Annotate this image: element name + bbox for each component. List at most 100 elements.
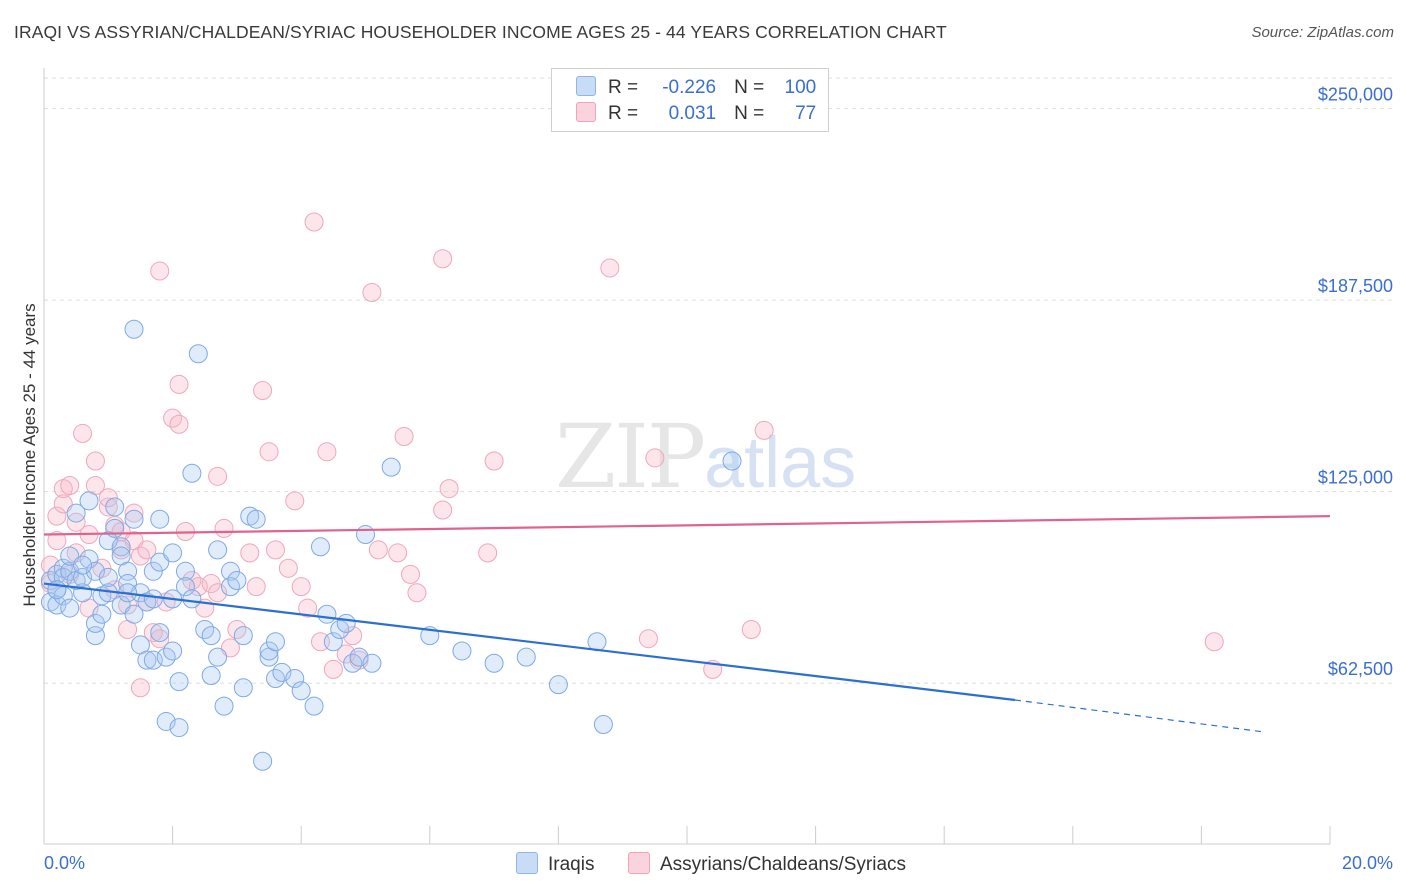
assyrians-point: [253, 381, 273, 401]
legend-label: Assyrians/Chaldeans/Syriacs: [660, 854, 907, 875]
assyrians-point: [47, 531, 67, 551]
y-tick-label: $62,500: [1328, 659, 1393, 679]
iraqis-point: [201, 665, 221, 685]
iraqis-point: [253, 751, 273, 771]
assyrians-point: [60, 476, 80, 496]
iraqis-point: [208, 540, 228, 560]
legend-item-assyrians[interactable]: Assyrians/Chaldeans/Syriacs: [628, 852, 906, 876]
assyrians-point: [150, 629, 170, 649]
iraqis-point: [233, 678, 253, 698]
assyrians-point: [265, 540, 285, 560]
iraqis-point: [124, 509, 144, 529]
assyrians-point: [298, 598, 318, 618]
legend-n-value: 77: [795, 103, 817, 124]
iraqis-point: [73, 555, 93, 575]
assyrians-point: [259, 442, 279, 462]
iraqis-point: [60, 598, 80, 618]
iraqis-point: [310, 537, 330, 557]
assyrians-point: [208, 466, 228, 486]
legend-r-label: R =: [608, 103, 639, 124]
trend-lines: [43, 515, 1331, 733]
assyrians-point: [246, 577, 266, 597]
assyrians-trend-line: [43, 515, 1331, 536]
iraqis-point: [169, 672, 189, 692]
assyrians-point: [278, 558, 298, 578]
assyrians-point: [98, 488, 118, 508]
iraqis-point: [92, 604, 112, 624]
watermark-atlas: atlas: [704, 423, 857, 503]
assyrians-point: [317, 442, 337, 462]
correlation-legend: R = -0.226 N = 100 R = 0.031 N = 77: [551, 68, 829, 132]
assyrians-point: [214, 518, 234, 538]
iraqis-point: [381, 457, 401, 477]
iraqis-point: [98, 567, 118, 587]
assyrians-point: [220, 638, 240, 658]
assyrians-point: [291, 577, 311, 597]
iraqis-point: [265, 632, 285, 652]
assyrians-point: [741, 620, 761, 640]
assyrians-point: [645, 448, 665, 468]
assyrians-point: [600, 258, 620, 278]
assyrians-point: [137, 540, 157, 560]
assyrians-point: [1204, 632, 1224, 652]
assyrians-point: [304, 212, 324, 232]
iraqis-point: [111, 595, 131, 615]
assyrians-point: [407, 583, 427, 603]
assyrians-points: [40, 212, 1224, 698]
iraqis-point: [85, 613, 105, 633]
y-axis-title: Householder Income Ages 25 - 44 years: [20, 303, 39, 606]
iraqis-point: [484, 653, 504, 673]
x-tick-label: 0.0%: [44, 853, 85, 873]
legend-row-assyrians: R = 0.031 N = 77: [576, 102, 816, 126]
assyrians-point: [439, 479, 459, 499]
iraqis-point: [548, 675, 568, 695]
iraqis-point: [182, 463, 202, 483]
assyrians-point: [85, 451, 105, 471]
assyrians-point: [130, 678, 150, 698]
iraqis-point: [143, 650, 163, 670]
series-legend: Iraqis Assyrians/Chaldeans/Syriacs: [0, 852, 1406, 878]
iraqis-point: [722, 451, 742, 471]
iraqis-point: [66, 503, 86, 523]
assyrians-point: [433, 500, 453, 520]
axes: [43, 68, 1331, 845]
iraqis-point: [362, 653, 382, 673]
iraqis-point: [291, 681, 311, 701]
iraqis-point: [220, 561, 240, 581]
iraqis-point: [163, 641, 183, 661]
iraqis-point: [356, 525, 375, 545]
iraqis-point: [593, 715, 613, 735]
y-tick-label: $250,000: [1318, 85, 1393, 105]
assyrians-point: [388, 543, 408, 563]
grid-lines: [44, 77, 1395, 684]
legend-item-iraqis[interactable]: Iraqis: [516, 852, 594, 876]
iraqis-point: [516, 647, 536, 667]
iraqis-point: [188, 344, 208, 364]
iraqis-point: [143, 589, 163, 609]
legend-row-iraqis: R = -0.226 N = 100: [576, 76, 816, 100]
assyrians-point: [124, 503, 144, 523]
watermark: ZIPatlas: [555, 405, 856, 508]
iraqis-point: [317, 604, 337, 624]
assyrians-point: [201, 574, 221, 594]
iraqis-point: [137, 650, 157, 670]
iraqis-trend-extension: [1014, 699, 1266, 733]
iraqis-point: [214, 696, 234, 716]
assyrians-point: [323, 659, 343, 679]
assyrians-point: [478, 543, 498, 563]
iraqis-point: [285, 669, 305, 689]
iraqis-point: [452, 641, 472, 661]
assyrians-point: [362, 282, 382, 302]
iraqis-point: [336, 613, 356, 633]
legend-label: Iraqis: [548, 854, 595, 875]
iraqis-point: [259, 641, 279, 661]
assyrians-point: [240, 543, 260, 563]
assyrians-point: [73, 423, 93, 443]
assyrians-point: [394, 426, 414, 446]
iraqis-point: [233, 626, 253, 646]
iraqis-point: [175, 561, 195, 581]
iraqis-point: [246, 509, 266, 529]
legend-n-label: N =: [734, 103, 765, 124]
y-tick-label: $187,500: [1318, 276, 1393, 296]
assyrians-point: [754, 420, 774, 440]
